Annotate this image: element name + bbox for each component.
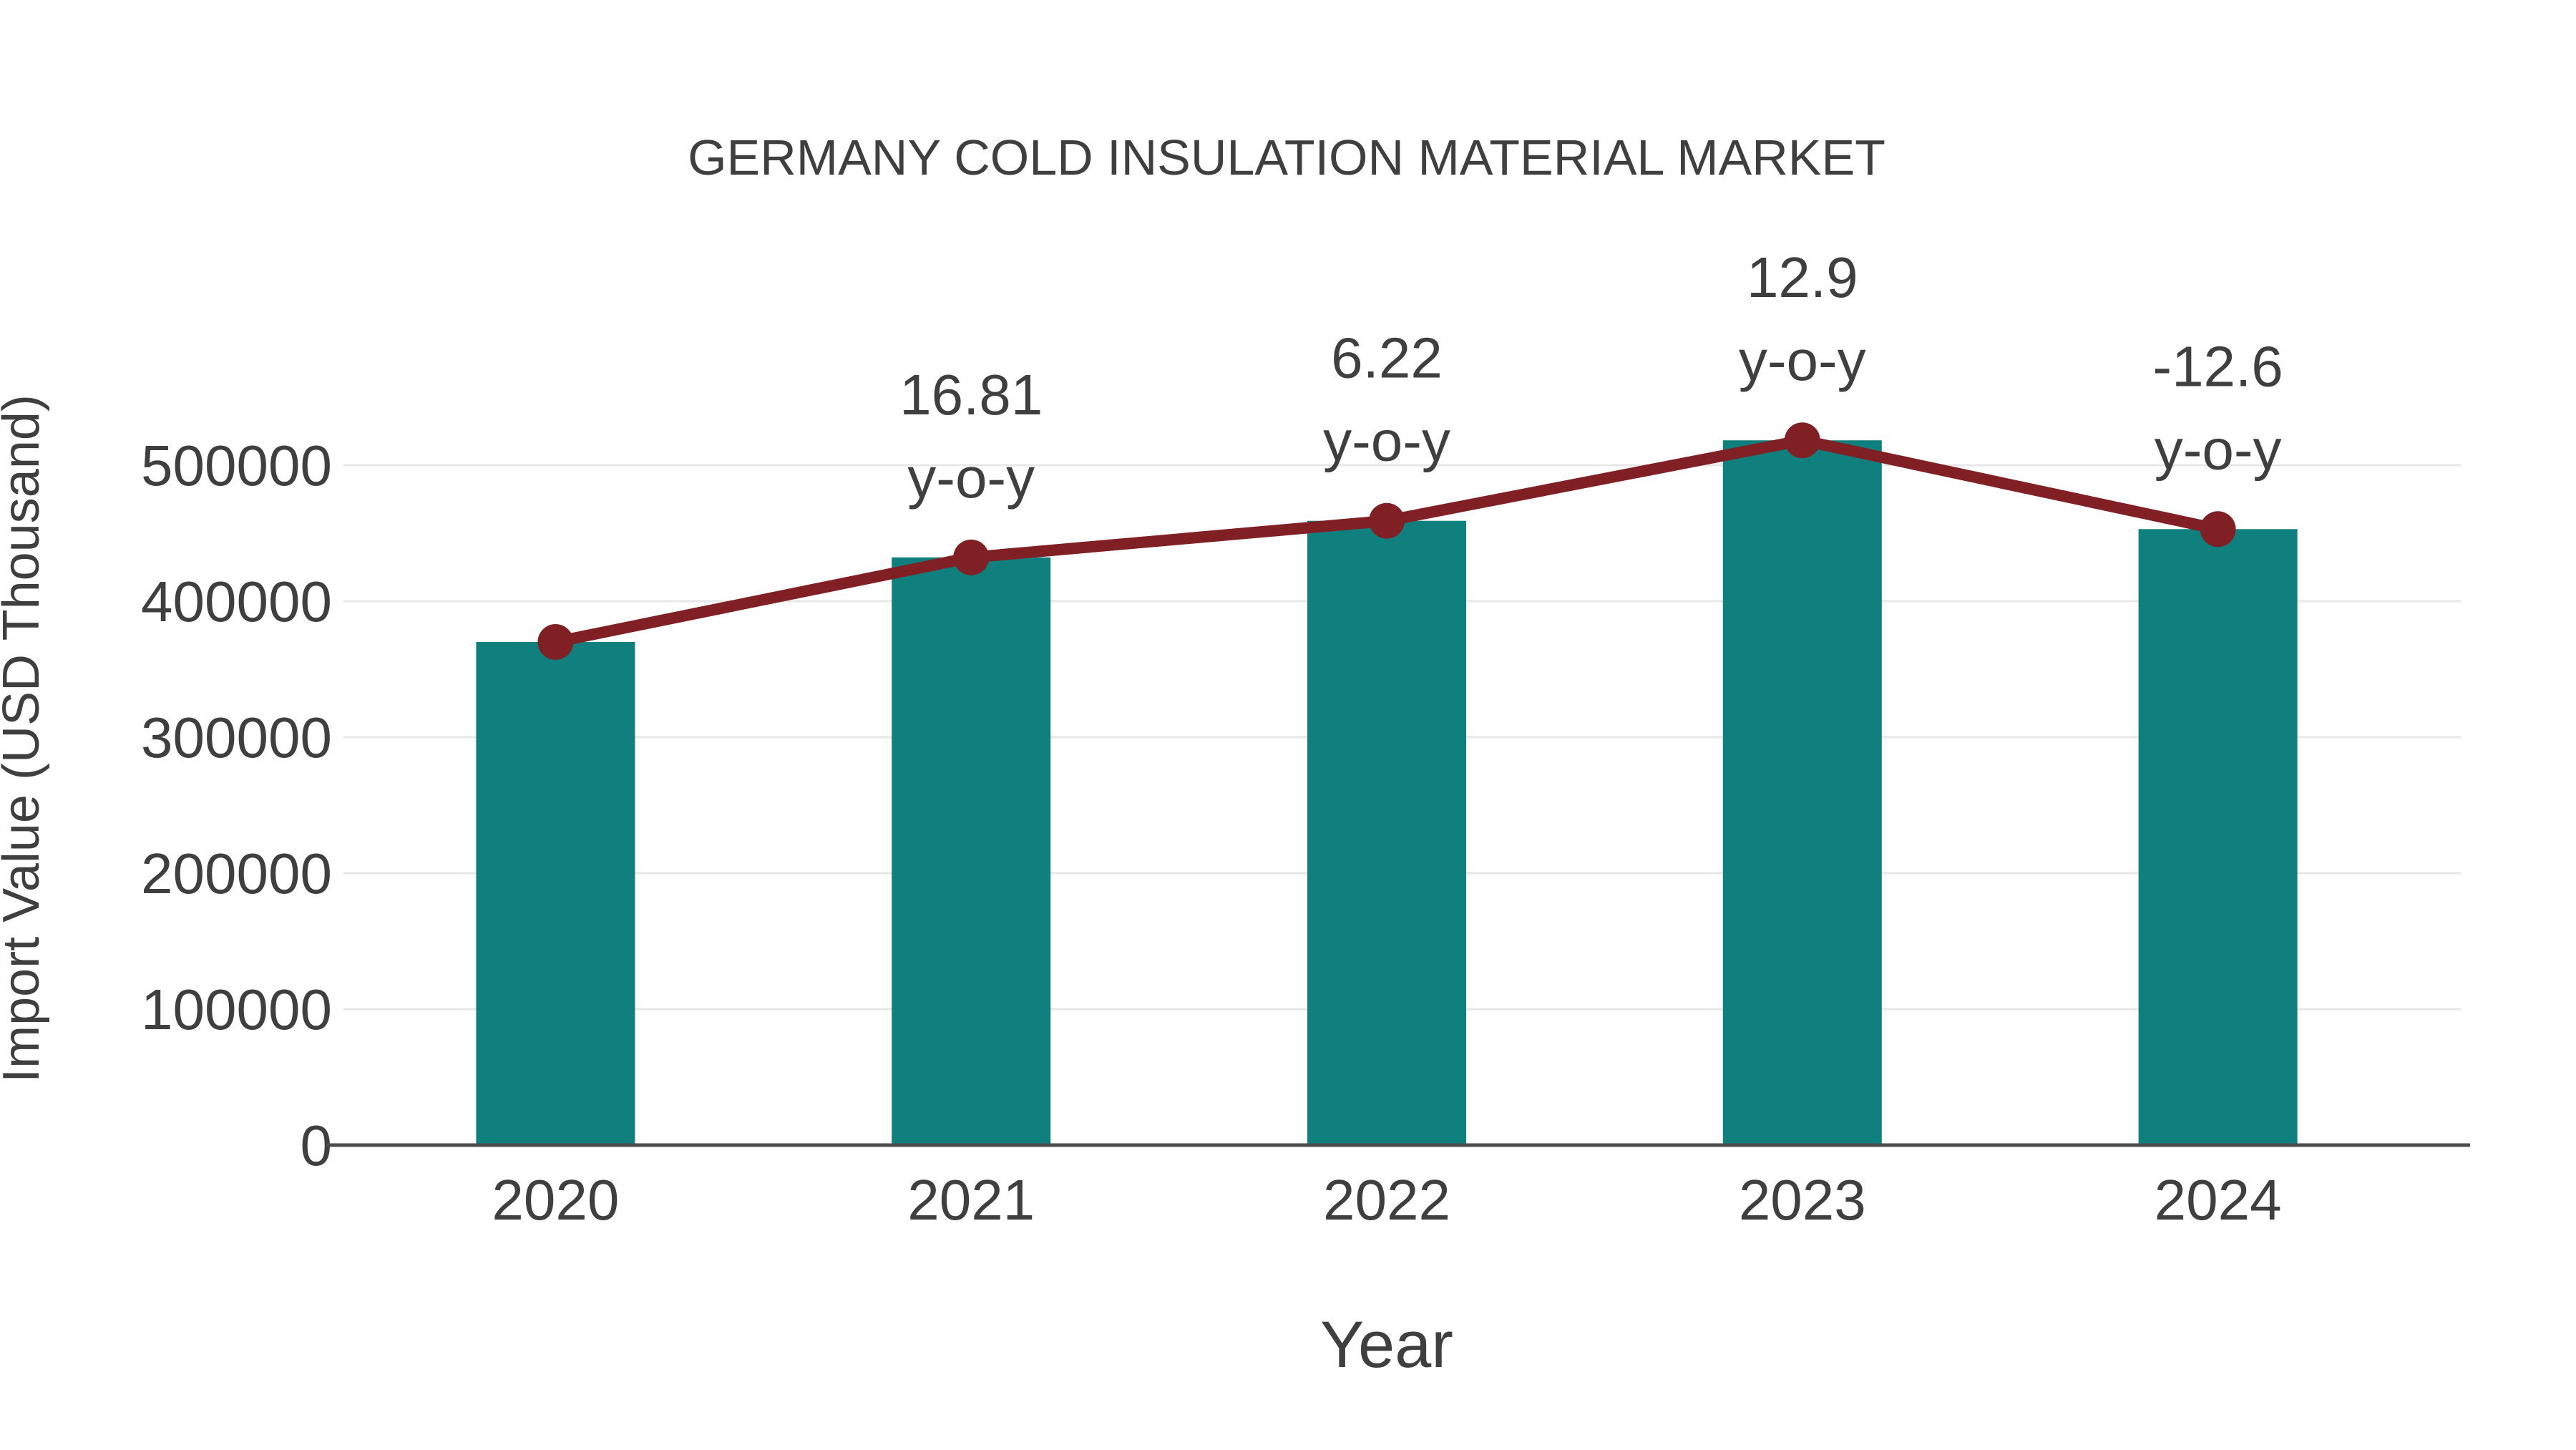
annotation-label-2021: y-o-y [907, 446, 1035, 510]
x-tick-label-2022: 2022 [1323, 1168, 1450, 1232]
x-tick-label-2021: 2021 [907, 1168, 1035, 1232]
marker-2023[interactable] [1784, 422, 1820, 459]
annotation-value-2021: 16.81 [899, 363, 1043, 427]
annotation-label-2023: y-o-y [1739, 329, 1866, 392]
bar-2023[interactable] [1722, 440, 1882, 1145]
annotation-label-2024: y-o-y [2155, 417, 2282, 481]
x-tick-label-2020: 2020 [492, 1168, 619, 1232]
y-tick-label-100000: 100000 [141, 978, 332, 1041]
annotation-value-2022: 6.22 [1331, 326, 1443, 390]
x-axis-title: Year [1320, 1308, 1453, 1381]
annotation-label-2022: y-o-y [1323, 409, 1450, 473]
y-tick-label-300000: 300000 [141, 706, 332, 769]
chart-title: GERMANY COLD INSULATION MATERIAL MARKET [688, 130, 1885, 185]
y-tick-label-500000: 500000 [141, 434, 332, 497]
bar-2021[interactable] [892, 557, 1051, 1145]
marker-2021[interactable] [953, 539, 990, 575]
annotation-value-2024: -12.6 [2152, 334, 2283, 398]
y-tick-label-200000: 200000 [141, 842, 332, 905]
marker-2022[interactable] [1369, 502, 1405, 539]
bar-2024[interactable] [2138, 529, 2298, 1145]
y-tick-label-400000: 400000 [141, 570, 332, 633]
x-tick-label-2023: 2023 [1739, 1168, 1866, 1232]
bar-2020[interactable] [476, 642, 635, 1145]
marker-2024[interactable] [2200, 511, 2236, 548]
bar-2022[interactable] [1307, 520, 1466, 1145]
y-axis-title: Import Value (USD Thousand) [0, 394, 50, 1083]
marker-2020[interactable] [537, 624, 574, 660]
x-tick-label-2024: 2024 [2155, 1168, 2282, 1232]
annotation-value-2023: 12.9 [1747, 245, 1858, 309]
